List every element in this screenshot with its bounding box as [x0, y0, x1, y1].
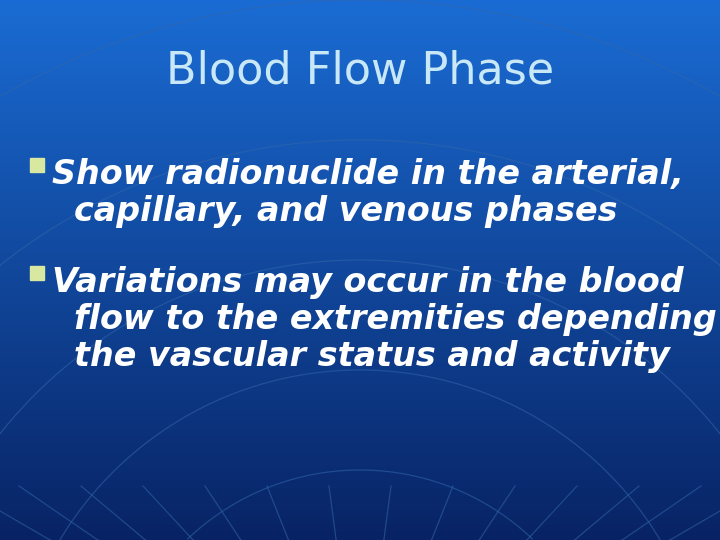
Text: capillary, and venous phases: capillary, and venous phases: [74, 195, 618, 228]
Bar: [30, 266, 44, 280]
Text: Variations may occur in the blood: Variations may occur in the blood: [52, 266, 683, 299]
Text: Show radionuclide in the arterial,: Show radionuclide in the arterial,: [52, 158, 684, 191]
Text: flow to the extremities depending on: flow to the extremities depending on: [74, 303, 720, 336]
Bar: [30, 158, 44, 172]
Text: the vascular status and activity: the vascular status and activity: [74, 340, 670, 373]
Text: Blood Flow Phase: Blood Flow Phase: [166, 50, 554, 93]
